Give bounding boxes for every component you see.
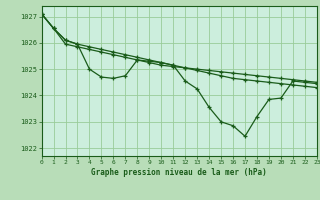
- X-axis label: Graphe pression niveau de la mer (hPa): Graphe pression niveau de la mer (hPa): [91, 168, 267, 177]
